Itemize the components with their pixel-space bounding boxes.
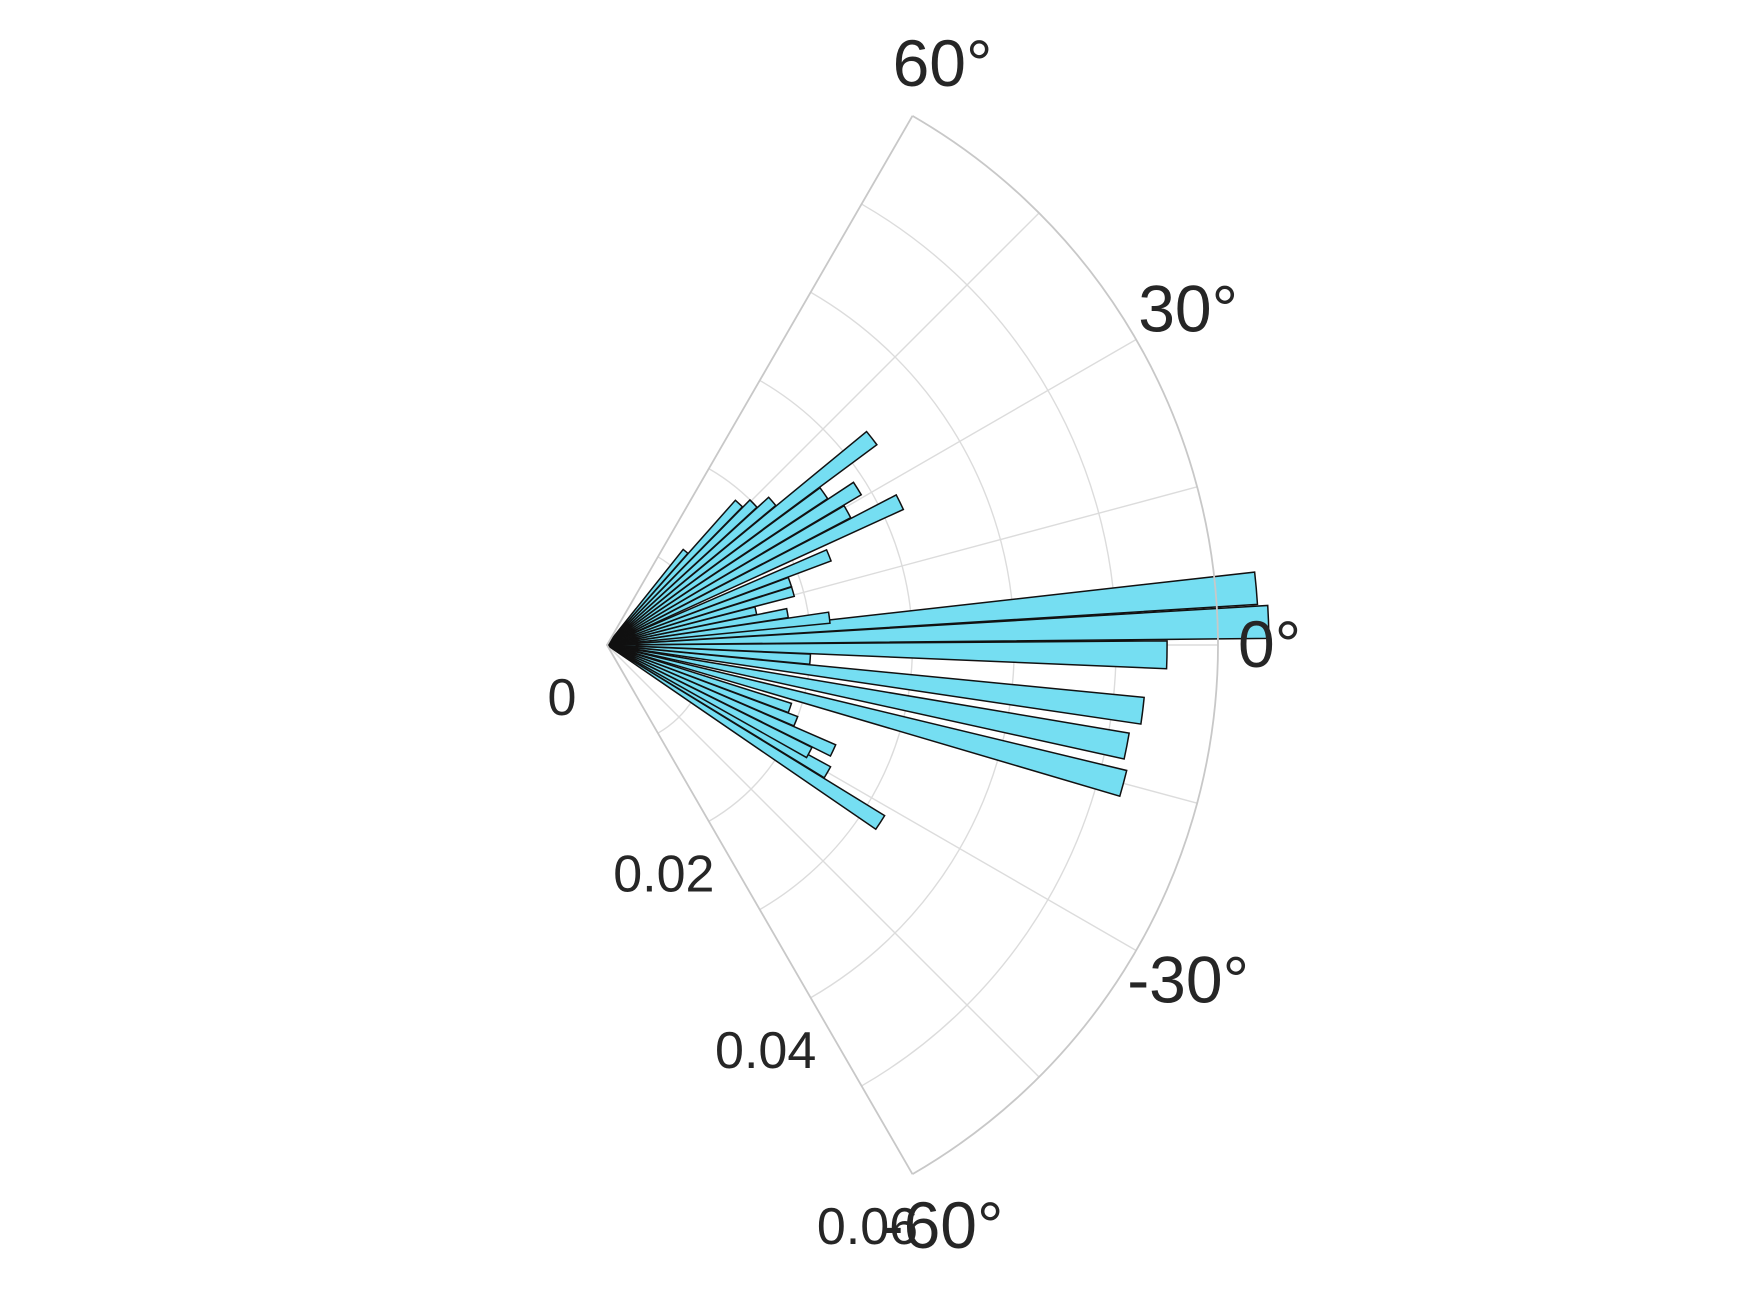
r-tick-label: 0 — [548, 669, 577, 727]
theta-tick-label: 30° — [1138, 272, 1238, 346]
bar-8 — [606, 644, 1145, 725]
grid-spoke--45 — [606, 644, 1040, 1078]
bar-0 — [606, 644, 886, 831]
bar-7 — [606, 644, 1131, 760]
outer-arc — [912, 115, 1219, 1175]
theta-tick-label: 0° — [1238, 607, 1301, 681]
bar-18 — [606, 548, 833, 646]
bar-1 — [606, 644, 832, 779]
bars — [606, 430, 1270, 831]
bar-25 — [606, 498, 759, 646]
bar-24 — [606, 496, 777, 646]
frame-edge--60 — [606, 644, 914, 1175]
polar-frame — [606, 115, 1219, 1175]
tick-labels: 60° 30° 0° -30° -60° 0 0.02 0.04 0.06 — [548, 26, 1302, 1262]
theta-tick-label: -60° — [882, 1188, 1004, 1262]
bar-6 — [606, 644, 1128, 798]
r-tick-label: 0.02 — [613, 845, 714, 903]
r-tick-label: 0.04 — [715, 1022, 816, 1080]
bar-5 — [606, 644, 793, 714]
bar-27 — [606, 548, 689, 646]
r-tick-label: 0.06 — [817, 1198, 918, 1256]
bar-26 — [606, 499, 744, 646]
bar-4 — [606, 644, 799, 727]
theta-tick-label: -30° — [1127, 943, 1249, 1017]
bar-21 — [606, 481, 863, 646]
bar-10 — [606, 640, 1168, 670]
bar-19 — [606, 493, 905, 646]
theta-tick-label: 60° — [893, 26, 993, 100]
bar-23 — [606, 430, 878, 646]
bar-3 — [606, 644, 837, 758]
frame-edge-60 — [606, 115, 914, 646]
